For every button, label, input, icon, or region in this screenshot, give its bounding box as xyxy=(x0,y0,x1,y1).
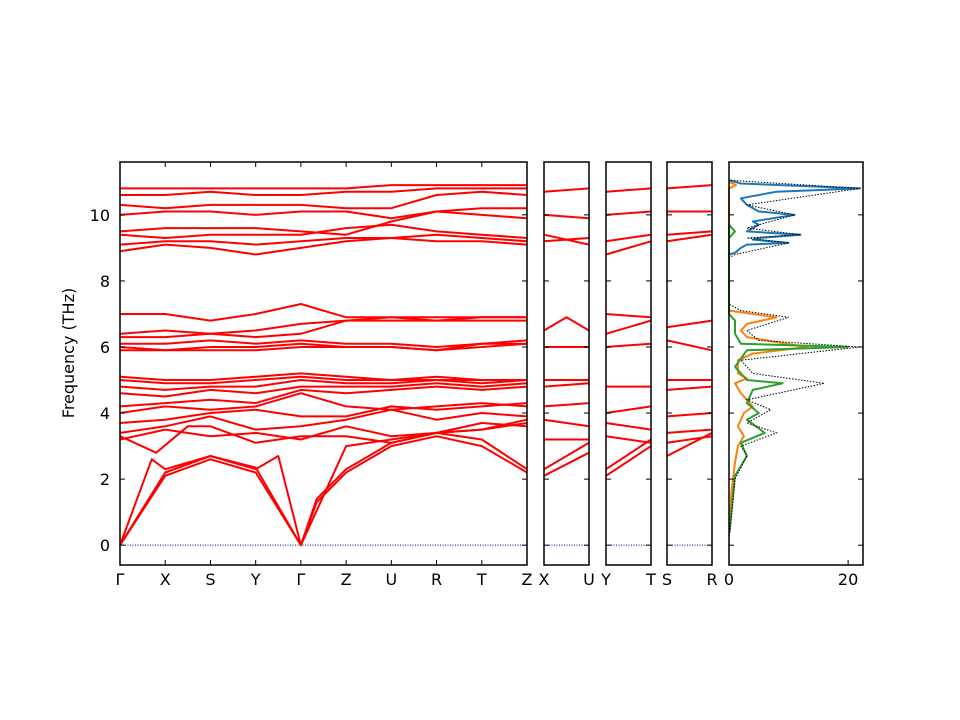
y-tick-label: 0 xyxy=(100,536,110,555)
x-tick-label: U xyxy=(385,570,397,589)
band-low-4 xyxy=(119,402,528,424)
dos-x-tick-label: 0 xyxy=(724,570,734,589)
band-b3 xyxy=(666,428,713,434)
band-b9 xyxy=(666,233,713,243)
band-b12 xyxy=(543,213,590,220)
band-mid-3 xyxy=(119,382,528,398)
y-tick-label: 6 xyxy=(100,338,110,357)
y-tick-label: 4 xyxy=(100,404,110,423)
band-mid-2 xyxy=(119,385,528,408)
band-b6 xyxy=(543,382,590,388)
band-b10 xyxy=(666,230,713,236)
dos-series-2 xyxy=(728,180,808,529)
band-high-7 xyxy=(120,187,527,196)
x-tick-label: X xyxy=(539,570,550,589)
band-up-2 xyxy=(119,342,527,352)
band-high-3 xyxy=(119,223,528,239)
band-high-1 xyxy=(119,237,528,256)
x-tick-label: Z xyxy=(522,570,533,589)
band-b7 xyxy=(666,339,713,352)
band-b1 xyxy=(605,445,652,477)
band-b11 xyxy=(605,233,652,243)
band-b5 xyxy=(666,385,713,391)
band-b1 xyxy=(543,451,590,477)
x-tick-label: Γ xyxy=(116,570,125,589)
panel-frame xyxy=(119,161,528,566)
band-up-6 xyxy=(120,303,527,322)
band-high-8 xyxy=(120,184,527,190)
x-tick-label: Z xyxy=(341,570,352,589)
band-up-1 xyxy=(120,342,528,352)
band-b5 xyxy=(605,405,652,414)
band-high-2 xyxy=(119,233,528,246)
dos-frame xyxy=(728,161,864,566)
y-axis-label: Frequency (THz) xyxy=(59,288,78,418)
band-b9 xyxy=(543,316,590,332)
dos-x-tick-label: 20 xyxy=(838,570,858,589)
band-b13 xyxy=(605,187,652,193)
x-tick-label: R xyxy=(431,570,442,589)
band-b10 xyxy=(605,240,652,256)
band-b2 xyxy=(666,435,713,444)
band-panel-1: Γ X S Y Γ Z U R T Z 0 2 4 6 8 10 xyxy=(90,161,533,589)
band-mid-5 xyxy=(119,375,527,385)
band-low-3 xyxy=(119,408,528,434)
x-tick-label: X xyxy=(160,570,171,589)
band-b5 xyxy=(543,402,590,408)
panel-frame xyxy=(543,161,590,566)
band-high-6 xyxy=(119,190,528,210)
band-acoustic-3 xyxy=(119,422,528,547)
band-acoustic-1 xyxy=(119,435,528,547)
band-mid-1 xyxy=(119,392,528,414)
x-tick-label: T xyxy=(645,570,656,589)
x-tick-label: Y xyxy=(600,570,611,589)
band-b11 xyxy=(543,233,590,246)
band-b8 xyxy=(605,319,652,335)
band-high-5 xyxy=(119,207,527,220)
y-tick-label: 10 xyxy=(90,206,110,225)
band-b4 xyxy=(605,422,652,431)
band-high-4 xyxy=(119,210,528,236)
x-tick-label: R xyxy=(706,570,717,589)
x-tick-label: Y xyxy=(250,570,261,589)
y-tick-label: 2 xyxy=(100,470,110,489)
band-b12 xyxy=(605,210,652,216)
band-b3 xyxy=(605,435,652,444)
band-mid-6 xyxy=(119,372,527,381)
dos-series-3 xyxy=(728,223,850,533)
band-up-4 xyxy=(120,319,527,339)
dos-panel: 0 20 xyxy=(724,161,864,589)
band-b2 xyxy=(543,441,590,471)
x-tick-label: S xyxy=(205,570,215,589)
band-b8 xyxy=(666,319,713,329)
band-low-2 xyxy=(119,418,528,454)
band-b2 xyxy=(605,438,652,471)
x-tick-label: U xyxy=(583,570,595,589)
panel-frame xyxy=(605,161,652,566)
band-up-3 xyxy=(120,339,528,348)
band-acoustic-2 xyxy=(119,431,528,547)
y-tick-label: 8 xyxy=(100,272,110,291)
band-b4 xyxy=(666,412,713,418)
panel-frame xyxy=(666,161,713,566)
band-b12 xyxy=(666,184,713,190)
band-b9 xyxy=(605,313,652,319)
band-b13 xyxy=(543,187,590,193)
band-b7 xyxy=(605,342,652,348)
band-up-5 xyxy=(119,316,527,335)
dos-series-1 xyxy=(728,179,861,256)
x-tick-label: S xyxy=(662,570,672,589)
band-mid-4 xyxy=(119,379,528,391)
x-tick-label: Γ xyxy=(296,570,305,589)
band-b4 xyxy=(543,418,590,428)
x-tick-label: T xyxy=(476,570,487,589)
